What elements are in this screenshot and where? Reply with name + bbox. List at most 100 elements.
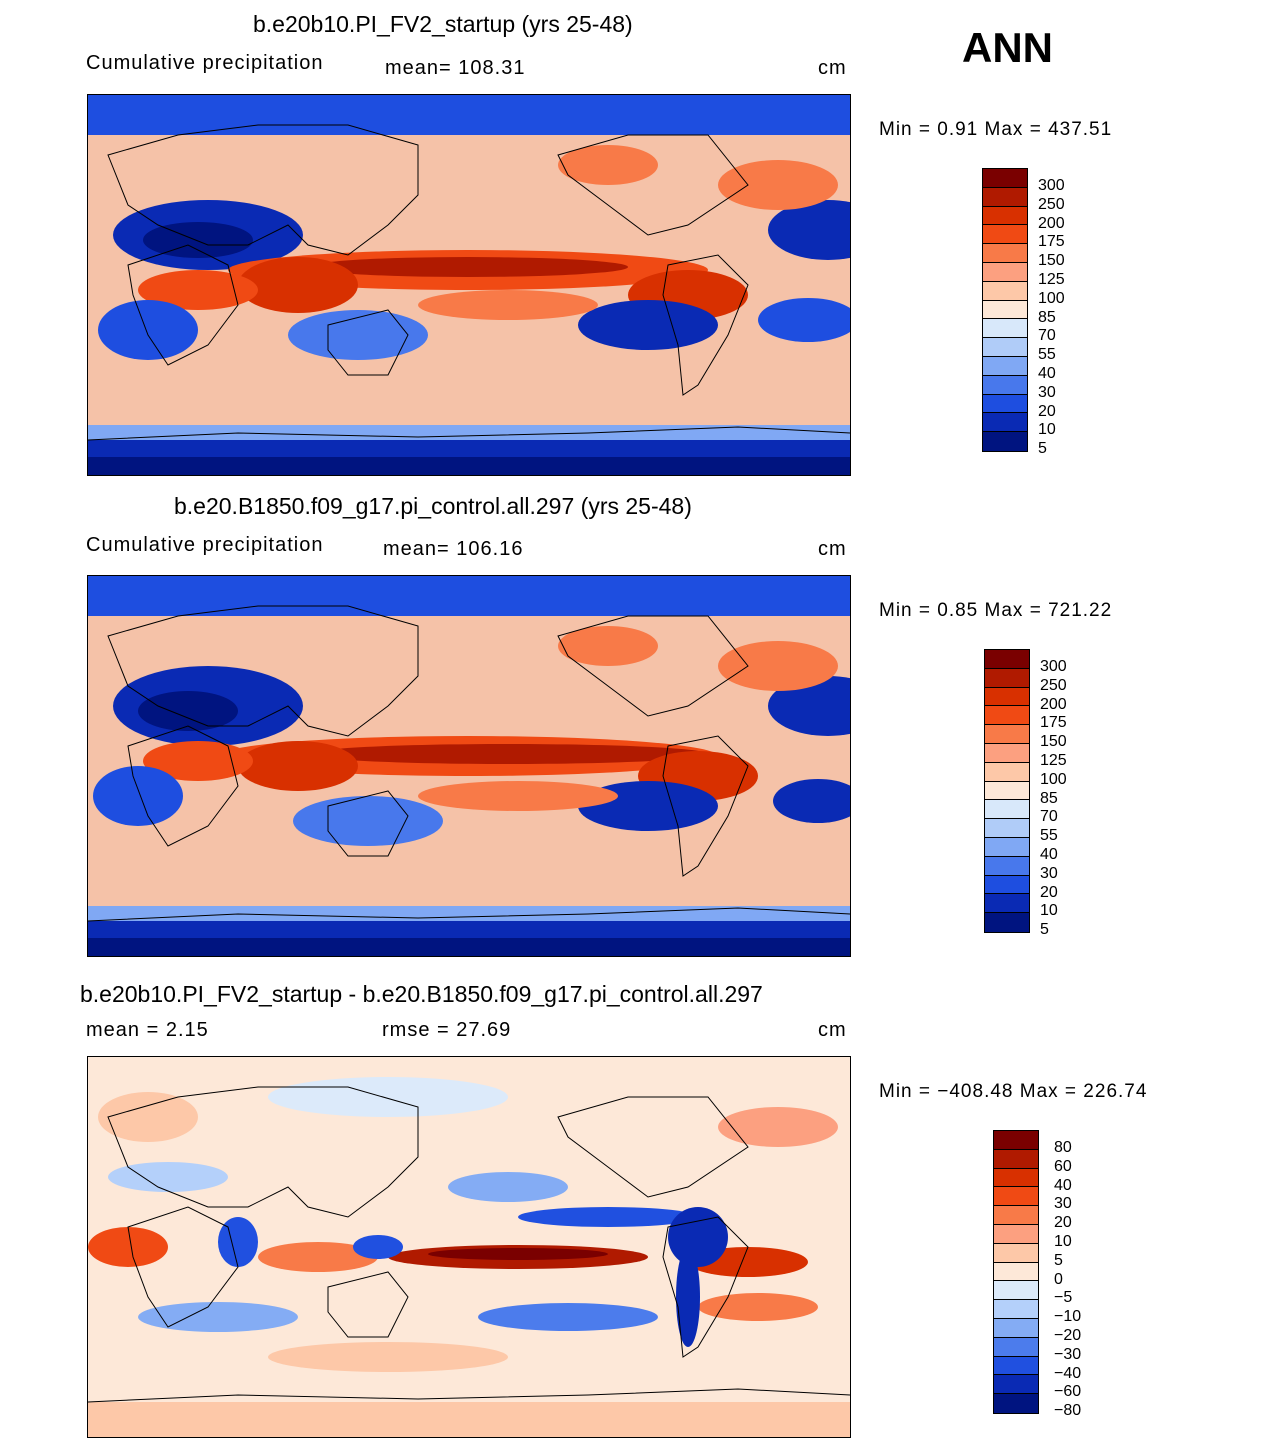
panel2-colorbar-swatch xyxy=(985,913,1029,932)
panel1-colorbar-swatch xyxy=(983,281,1027,301)
panel3-colorbar-swatch xyxy=(994,1375,1038,1395)
panel1-colorbar-tick-label: 200 xyxy=(1038,214,1065,232)
panel2-colorbar-swatch xyxy=(985,687,1029,707)
panel2-colorbar-tick-label: 40 xyxy=(1040,845,1058,863)
panel1-colorbar-tick-label: 40 xyxy=(1038,364,1056,382)
panel3-colorbar-tick-label: −40 xyxy=(1054,1364,1082,1382)
panel3-colorbar-swatch xyxy=(994,1168,1038,1188)
panel3-rmse-label: rmse = 27.69 xyxy=(382,1019,512,1041)
panel1-variable-label: Cumulative precipitation xyxy=(86,52,324,74)
panel3-colorbar-tick-label: −5 xyxy=(1054,1289,1073,1307)
panel1-colorbar-swatch xyxy=(983,338,1027,357)
panel2-colorbar-swatch xyxy=(985,819,1029,838)
panel3-colorbar-tick-label: 5 xyxy=(1054,1251,1063,1269)
panel3-colorbar-tick-label: −10 xyxy=(1054,1308,1082,1326)
panel3-mean-label: mean = 2.15 xyxy=(86,1019,209,1041)
panel2-colorbar-tick-label: 200 xyxy=(1040,695,1067,713)
panel2-unit-label: cm xyxy=(818,538,847,560)
panel2-colorbar-tick-label: 85 xyxy=(1040,789,1058,807)
panel1-colorbar-swatch xyxy=(983,413,1027,433)
panel2-colorbar-tick-label: 30 xyxy=(1040,864,1058,882)
panel2-mean-label: mean= 106.16 xyxy=(383,538,524,560)
panel2-colorbar-swatch xyxy=(985,743,1029,763)
panel1-colorbar-tick-label: 100 xyxy=(1038,289,1065,307)
panel3-colorbar-tick-label: 0 xyxy=(1054,1270,1063,1288)
panel3-colorbar-swatch xyxy=(994,1206,1038,1225)
panel3-colorbar-tick-label: 40 xyxy=(1054,1176,1072,1194)
panel3-colorbar-swatch xyxy=(994,1243,1038,1263)
panel2-colorbar-swatch xyxy=(985,800,1029,820)
panel2-colorbar-swatch xyxy=(985,856,1029,876)
panel2-colorbar-swatch xyxy=(985,894,1029,914)
panel3-colorbar-swatch xyxy=(994,1337,1038,1357)
panel2-colorbar-tick-label: 5 xyxy=(1040,921,1049,939)
panel3-colorbar-tick-label: 80 xyxy=(1054,1139,1072,1156)
panel2-colorbar-swatch xyxy=(985,668,1029,688)
panel3-unit-label: cm xyxy=(818,1019,847,1041)
panel1-colorbar-tick-label: 10 xyxy=(1038,421,1056,439)
panel2-colorbar-swatch xyxy=(985,762,1029,782)
panel1-colorbar-swatch xyxy=(983,356,1027,376)
panel1-unit-label: cm xyxy=(818,57,847,79)
panel2-colorbar-swatch xyxy=(985,650,1029,669)
panel2-colorbar-labels: 300 250 200 175 150 125 100 85 70 55 40 30 20 10 5 xyxy=(1040,658,1067,940)
panel1-colorbar-swatch xyxy=(983,244,1027,263)
panel3-colorbar-swatch xyxy=(994,1356,1038,1376)
panel3-colorbar-tick-label: 10 xyxy=(1054,1232,1072,1250)
panel3-colorbar-tick-label: 30 xyxy=(1054,1195,1072,1213)
panel2-colorbar-swatch xyxy=(985,725,1029,744)
panel2-colorbar-tick-label: 20 xyxy=(1040,883,1058,901)
panel2-colorbar-swatch xyxy=(985,706,1029,726)
panel3-colorbar-tick-label: −20 xyxy=(1054,1326,1082,1344)
panel3-colorbar-swatch xyxy=(994,1318,1038,1338)
panel3-colorbar-swatch xyxy=(994,1300,1038,1319)
panel1-minmax: Min = 0.91 Max = 437.51 xyxy=(879,119,1113,140)
season-label: ANN xyxy=(962,24,1053,71)
panel2-variable-label: Cumulative precipitation xyxy=(86,534,324,556)
panel1-colorbar-tick-label: 250 xyxy=(1038,195,1065,213)
panel2-colorbar-tick-label: 125 xyxy=(1040,751,1067,769)
panel1-colorbar-swatch xyxy=(983,300,1027,320)
panel3-colorbar-tick-label: 20 xyxy=(1054,1214,1072,1232)
panel1-colorbar-tick-label: 20 xyxy=(1038,402,1056,420)
panel2-colorbar-tick-label: 175 xyxy=(1040,714,1067,732)
panel1-colorbar-swatch xyxy=(983,225,1027,245)
panel3-minmax: Min = −408.48 Max = 226.74 xyxy=(879,1081,1148,1102)
panel2-map-svg xyxy=(88,576,850,956)
panel3-colorbar-labels: 80 60 40 30 20 10 5 0 −5 −10 −20 −30 −40 −60 −80 xyxy=(1054,1139,1081,1421)
panel1-colorbar-tick-label: 300 xyxy=(1038,177,1065,194)
panel3-colorbar-swatch xyxy=(994,1224,1038,1244)
panel2-colorbar-swatch xyxy=(985,875,1029,895)
panel1-colorbar-swatch xyxy=(983,187,1027,207)
panel1-colorbar-tick-label: 30 xyxy=(1038,383,1056,401)
panel3-colorbar-swatch xyxy=(994,1281,1038,1301)
panel3-colorbar-tick-label: −30 xyxy=(1054,1345,1082,1363)
panel1-colorbar-tick-label: 55 xyxy=(1038,346,1056,364)
panel1-colorbar xyxy=(982,168,1028,452)
panel1-colorbar-tick-label: 85 xyxy=(1038,308,1056,326)
panel3-colorbar-tick-label: −60 xyxy=(1054,1383,1082,1401)
panel1-colorbar-tick-label: 70 xyxy=(1038,327,1056,345)
panel2-colorbar-swatch xyxy=(985,781,1029,801)
panel1-colorbar-swatch xyxy=(983,432,1027,451)
panel1-colorbar-tick-label: 150 xyxy=(1038,252,1065,270)
panel2-colorbar-tick-label: 150 xyxy=(1040,733,1067,751)
panel2-colorbar-tick-label: 300 xyxy=(1040,658,1067,675)
panel3-colorbar-swatch xyxy=(994,1131,1038,1150)
panel3-title: b.e20b10.PI_FV2_startup - b.e20.B1850.f0… xyxy=(80,981,763,1007)
panel3-map xyxy=(87,1056,851,1438)
panel2-colorbar-tick-label: 10 xyxy=(1040,902,1058,920)
panel3-colorbar-swatch xyxy=(994,1187,1038,1207)
panel1-map-svg xyxy=(88,95,850,475)
panel2-colorbar xyxy=(984,649,1030,933)
panel1-colorbar-swatch xyxy=(983,319,1027,339)
panel1-colorbar-tick-label: 175 xyxy=(1038,233,1065,251)
panel1-colorbar-swatch xyxy=(983,206,1027,226)
panel3-colorbar-swatch xyxy=(994,1262,1038,1282)
panel1-colorbar-tick-label: 125 xyxy=(1038,270,1065,288)
panel2-colorbar-tick-label: 100 xyxy=(1040,770,1067,788)
panel3-colorbar-swatch xyxy=(994,1149,1038,1169)
panel1-colorbar-swatch xyxy=(983,262,1027,282)
panel3-colorbar-swatch xyxy=(994,1394,1038,1413)
panel3-colorbar xyxy=(993,1130,1039,1414)
